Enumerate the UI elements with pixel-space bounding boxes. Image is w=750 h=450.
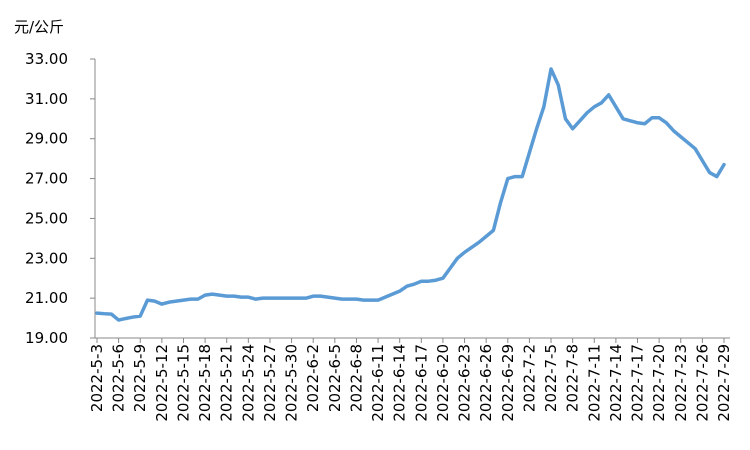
x-tick-label: 2022-7-2 [520,344,538,412]
x-tick-label: 2022-6-29 [499,344,517,422]
y-tick-label: 29.00 [25,130,68,148]
y-tick-label: 23.00 [25,249,68,267]
x-tick-label: 2022-5-6 [110,344,128,412]
y-tick-label: 33.00 [25,50,68,68]
x-tick-label: 2022-5-9 [131,344,149,412]
x-tick-label: 2022-6-5 [326,344,344,412]
x-tick-label: 2022-7-20 [650,344,668,422]
x-tick-label: 2022-6-11 [369,344,387,422]
x-tick-label: 2022-7-14 [607,344,625,422]
x-tick-label: 2022-6-8 [347,344,365,412]
x-tick-label: 2022-6-26 [477,344,495,422]
y-tick-label: 25.00 [25,209,68,227]
y-tick-label: 31.00 [25,90,68,108]
x-tick-label: 2022-7-11 [585,344,603,422]
x-tick-label: 2022-6-20 [434,344,452,422]
x-tick-label: 2022-7-26 [693,344,711,422]
y-tick-label: 21.00 [25,289,68,307]
y-axis-label: 元/公斤 [14,18,64,36]
x-tick-label: 2022-5-18 [196,344,214,422]
y-tick-label: 19.00 [25,329,68,347]
x-tick-label: 2022-7-23 [672,344,690,422]
x-tick-label: 2022-5-24 [239,344,257,422]
x-tick-label: 2022-7-29 [715,344,733,422]
x-tick-label: 2022-6-23 [456,344,474,422]
x-tick-label: 2022-6-14 [391,344,409,422]
x-tick-label: 2022-6-17 [412,344,430,422]
x-tick-label: 2022-5-30 [283,344,301,422]
x-tick-label: 2022-5-12 [153,344,171,422]
x-tick-label: 2022-7-17 [629,344,647,422]
x-tick-label: 2022-7-8 [564,344,582,412]
x-tick-label: 2022-7-5 [542,344,560,412]
y-tick-label: 27.00 [25,170,68,188]
x-tick-label: 2022-6-2 [304,344,322,412]
x-tick-label: 2022-5-3 [88,344,106,412]
x-tick-label: 2022-5-15 [174,344,192,422]
x-tick-label: 2022-5-27 [261,344,279,422]
data-line [95,67,726,322]
x-tick-label: 2022-5-21 [218,344,236,422]
